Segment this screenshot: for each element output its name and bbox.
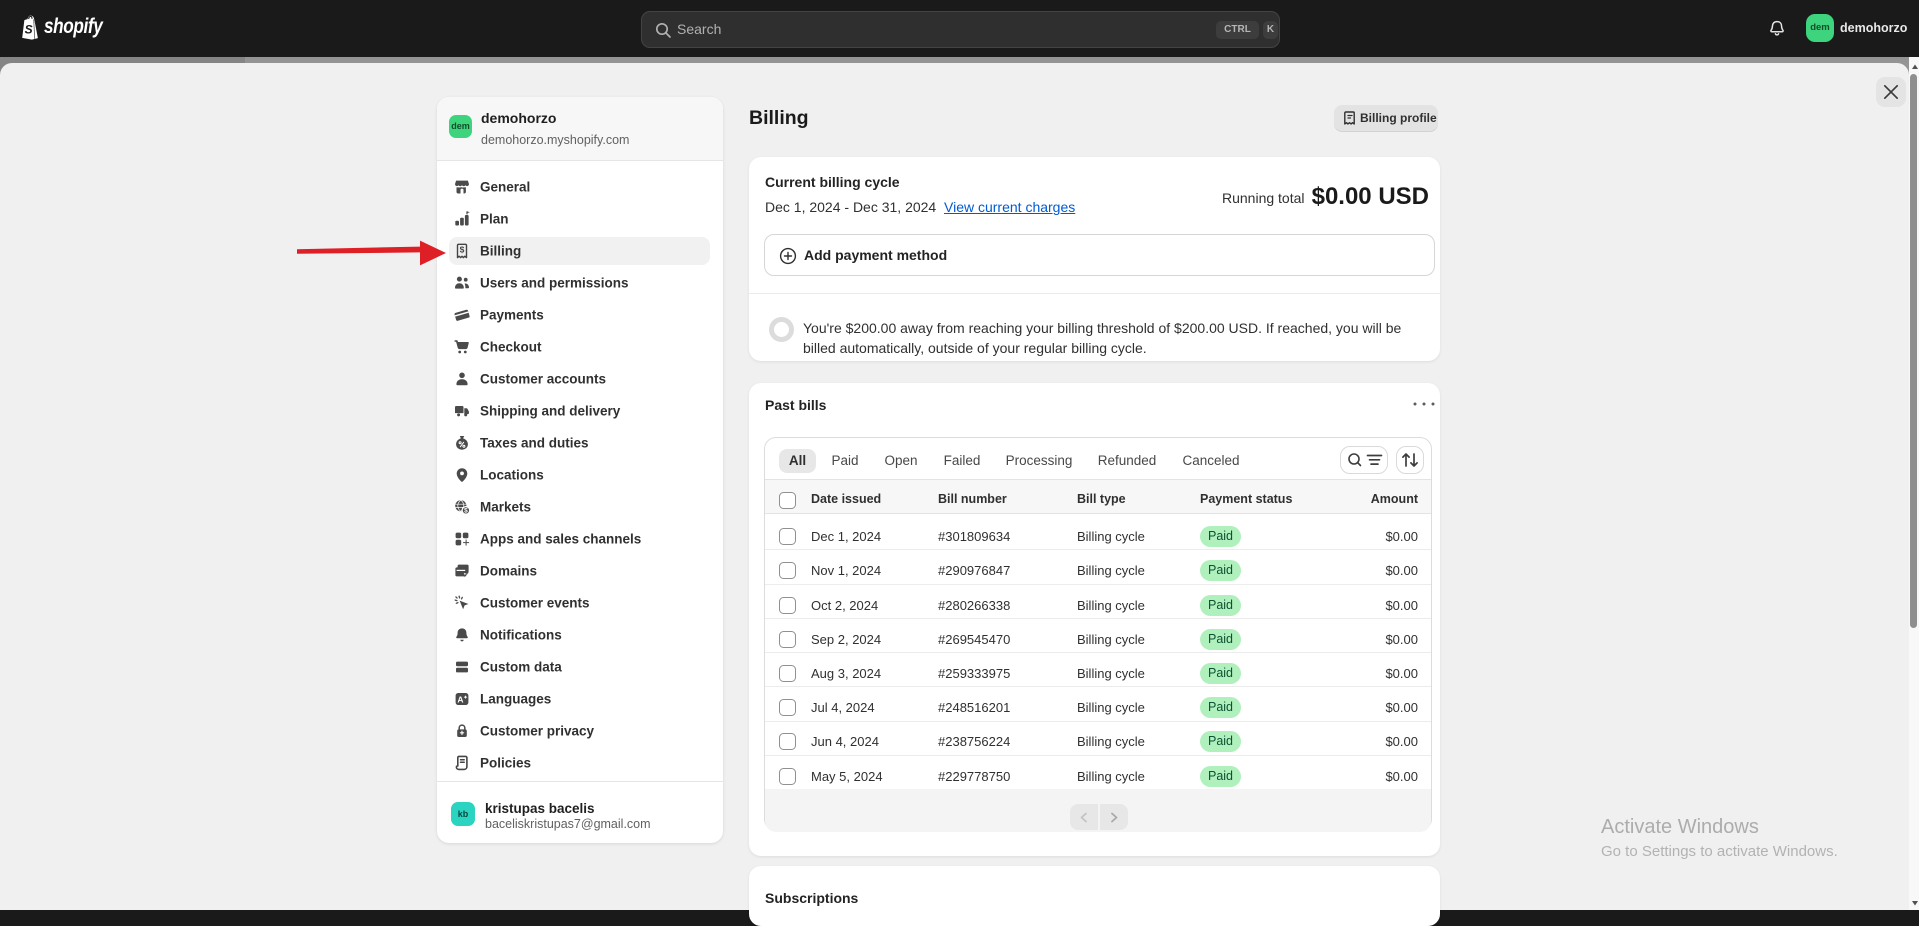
svg-text:A: A — [457, 694, 463, 704]
svg-text:$: $ — [464, 508, 468, 515]
svg-text:$: $ — [460, 245, 465, 255]
svg-text:S: S — [25, 22, 33, 36]
